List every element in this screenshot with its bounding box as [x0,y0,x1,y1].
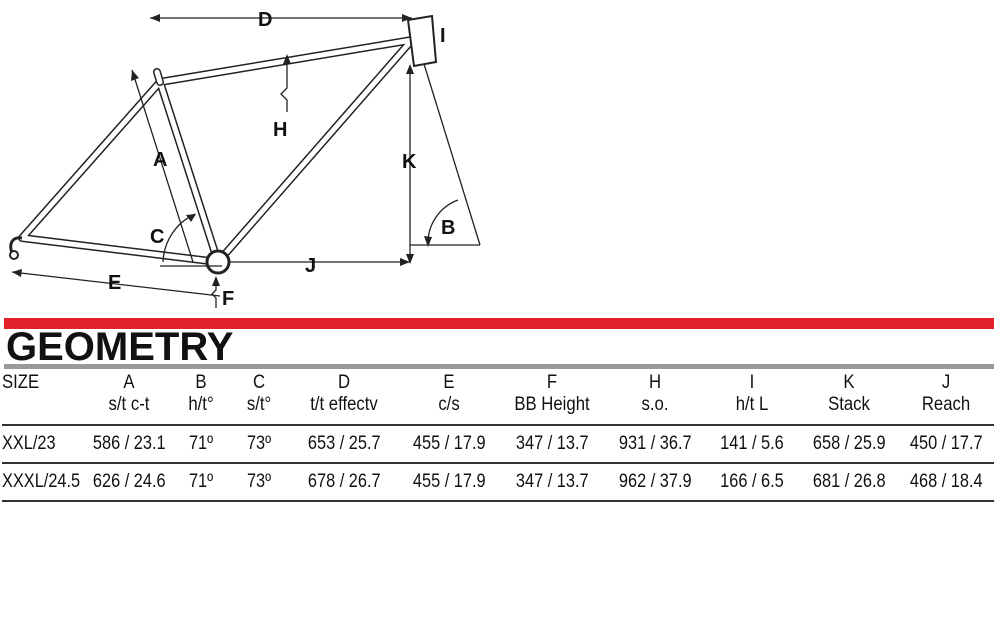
header-j: J Reach [921,372,971,415]
label-e: E [108,272,121,294]
table-cell: 71º [188,433,214,454]
table-cell: 71º [188,471,214,492]
table-cell: 455 / 17.9 [412,471,486,492]
table-row: XXL/23 586 / 23.1 71º 73º 653 / 25.7 455… [2,424,994,464]
label-d: D [258,9,272,31]
accent-bar [4,318,994,329]
label-f: F [222,288,234,310]
label-i: I [440,25,446,47]
label-b: B [441,217,455,239]
table-cell: 626 / 24.6 [92,471,166,492]
table-cell: 347 / 13.7 [515,433,589,454]
table-cell: 931 / 36.7 [618,433,692,454]
label-j: J [305,255,316,277]
header-size: SIZE [2,372,40,393]
table-cell: 653 / 25.7 [307,433,381,454]
label-h: H [273,119,287,141]
table-cell: 455 / 17.9 [412,433,486,454]
bottom-bracket-icon [205,249,231,275]
label-k: K [402,151,417,173]
table-cell: 73º [246,471,272,492]
table-cell: 347 / 13.7 [515,471,589,492]
table-cell: 450 / 17.7 [909,433,983,454]
table-cell: 141 / 5.6 [720,433,784,454]
frame-geometry-diagram: D I H A K B C J E F [9,9,481,310]
table-cell: 962 / 37.9 [618,471,692,492]
label-a: A [153,149,167,171]
table-cell: 73º [246,433,272,454]
title-underline [4,364,994,369]
table-cell: 468 / 18.4 [909,471,983,492]
size-cell: XXXL/24.5 [2,471,81,492]
table-cell: 166 / 6.5 [720,471,784,492]
dimension-lines [11,14,481,308]
header-f: F BB Height [514,372,590,415]
label-c: C [150,226,164,248]
table-cell: 681 / 26.8 [812,471,886,492]
size-cell: XXL/23 [2,433,56,454]
table-row: XXXL/24.5 626 / 24.6 71º 73º 678 / 26.7 … [2,463,994,502]
table-cell: 678 / 26.7 [307,471,381,492]
bike-frame [9,14,438,275]
table-cell: 586 / 23.1 [92,433,166,454]
header-k: K Stack [828,372,870,415]
geometry-title: GEOMETRY [6,325,234,369]
table-cell: 658 / 25.9 [812,433,886,454]
